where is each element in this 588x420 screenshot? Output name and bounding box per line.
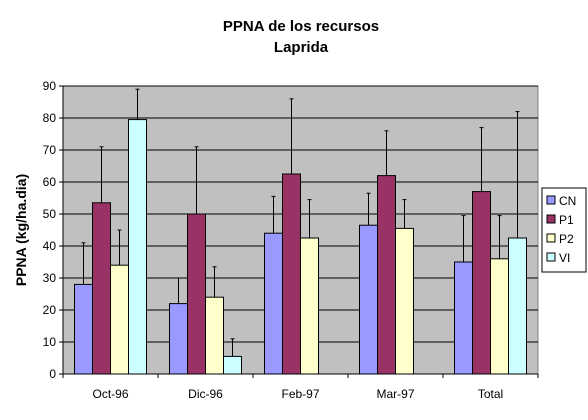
bar-vi — [223, 355, 242, 375]
legend-label-vi: VI — [559, 251, 570, 265]
y-tick-label: 30 — [43, 271, 57, 285]
x-tick-label: Mar-97 — [376, 387, 414, 401]
bar-cn — [359, 224, 378, 375]
legend: CN P1 P2 VI — [541, 187, 587, 273]
bar-p1 — [377, 175, 396, 375]
bar-p2 — [395, 227, 414, 375]
bar-p2 — [490, 258, 509, 375]
bar-p1 — [187, 213, 206, 375]
y-axis-label: PPNA (kg/ha.dia) — [13, 174, 29, 286]
bar-cn — [169, 303, 188, 375]
bar-p1 — [472, 191, 491, 375]
error-bars — [81, 88, 520, 357]
bar-p2 — [300, 237, 319, 375]
chart-title: PPNA de los recursos — [223, 18, 379, 35]
legend-swatch-p1 — [546, 214, 556, 224]
legend-swatch-p2 — [546, 233, 556, 243]
bar-p2 — [205, 296, 224, 375]
legend-swatch-vi — [546, 252, 556, 262]
bars — [74, 119, 527, 375]
x-tick-label: Dic-96 — [188, 387, 223, 401]
bar-vi — [508, 237, 527, 375]
bar-vi — [128, 119, 147, 375]
chart-subtitle: Laprida — [274, 39, 329, 56]
x-tick-label: Feb-97 — [281, 387, 319, 401]
bar-p1 — [282, 173, 301, 375]
y-tick-label: 80 — [43, 111, 57, 125]
x-tick-label: Oct-96 — [92, 387, 128, 401]
y-tick-label: 70 — [43, 143, 57, 157]
bar-cn — [264, 232, 283, 375]
legend-swatch-cn — [546, 195, 556, 205]
bar-p2 — [110, 264, 129, 375]
legend-label-p2: P2 — [559, 232, 574, 246]
y-tick-label: 40 — [43, 239, 57, 253]
axes: 0 10 20 30 40 50 60 70 80 90 Oct-96 Dic-96 Feb-97 Mar… — [43, 79, 539, 401]
x-tick-label: Total — [478, 387, 503, 401]
y-tick-label: 90 — [43, 79, 57, 93]
y-tick-label: 0 — [49, 367, 56, 381]
bar-p1 — [92, 202, 111, 375]
bar-cn — [74, 283, 93, 375]
y-tick-label: 10 — [43, 335, 57, 349]
y-tick-label: 50 — [43, 207, 57, 221]
y-tick-label: 20 — [43, 303, 57, 317]
legend-label-p1: P1 — [559, 213, 574, 227]
y-tick-label: 60 — [43, 175, 57, 189]
bar-cn — [454, 261, 473, 375]
legend-label-cn: CN — [559, 194, 576, 208]
